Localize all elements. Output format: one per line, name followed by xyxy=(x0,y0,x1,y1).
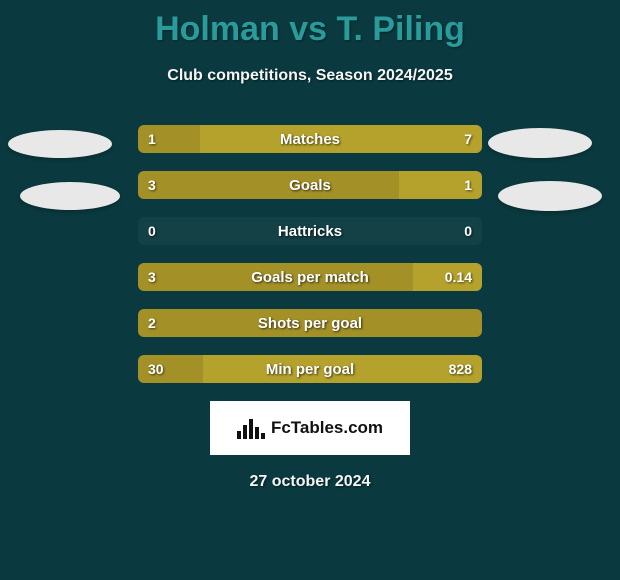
player-silhouette xyxy=(498,181,602,211)
stat-label: Matches xyxy=(138,125,482,153)
player-silhouette xyxy=(20,182,120,210)
date-label: 27 october 2024 xyxy=(0,455,620,491)
stat-label: Hattricks xyxy=(138,217,482,245)
stat-label: Goals per match xyxy=(138,263,482,291)
stat-row: 1 7 Matches xyxy=(138,125,482,153)
stat-row: 3 0.14 Goals per match xyxy=(138,263,482,291)
stat-label: Shots per goal xyxy=(138,309,482,337)
chart-stage: 1 7 Matches 3 1 Goals 0 0 Hattricks 3 0.… xyxy=(0,125,620,383)
player-silhouette xyxy=(488,128,592,158)
subtitle: Club competitions, Season 2024/2025 xyxy=(0,49,620,85)
page-title: Holman vs T. Piling xyxy=(0,0,620,49)
logo-text: FcTables.com xyxy=(271,418,383,438)
fctables-logo: FcTables.com xyxy=(210,401,410,455)
stat-label: Min per goal xyxy=(138,355,482,383)
stat-row: 0 0 Hattricks xyxy=(138,217,482,245)
comparison-bars: 1 7 Matches 3 1 Goals 0 0 Hattricks 3 0.… xyxy=(138,125,482,383)
logo-bars-icon xyxy=(237,417,265,439)
stat-row: 2 Shots per goal xyxy=(138,309,482,337)
stat-row: 30 828 Min per goal xyxy=(138,355,482,383)
player-silhouette xyxy=(8,130,112,158)
stat-row: 3 1 Goals xyxy=(138,171,482,199)
stat-label: Goals xyxy=(138,171,482,199)
